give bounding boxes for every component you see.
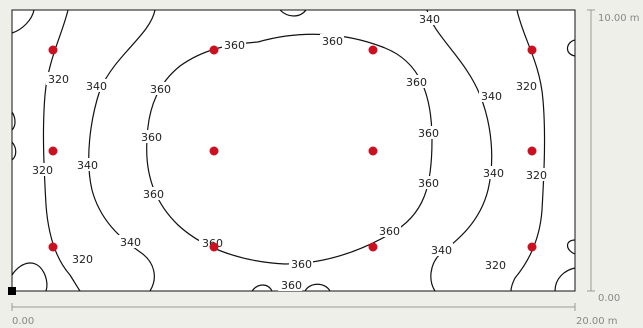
label-360: 360 [291,258,312,271]
room-outline [11,9,576,292]
luminaire[interactable] [527,242,537,252]
isoline-bottom-bump [251,284,273,292]
luminaire[interactable] [527,146,537,156]
label-340: 340 [483,167,504,180]
isoline-left-bump-2 [11,141,17,161]
isoline-bottom-right-corner [566,239,576,255]
isoline-340-left [88,9,156,292]
scale-y-top-label: 10.00 m [598,13,640,24]
isoline-top-left-corner [11,9,35,34]
luminaire[interactable] [368,45,378,55]
label-320: 320 [48,73,69,86]
label-340: 340 [419,13,440,26]
luminaires [48,45,537,252]
isoline-top-right-corner [566,39,576,57]
isoline-320-left [42,9,81,292]
horizontal-scale-bar [11,303,576,311]
label-360: 360 [281,279,302,292]
scale-y-bottom-label: 0.00 [598,293,620,304]
scale-x-left-label: 0.00 [12,316,34,327]
label-360: 360 [224,39,245,52]
isoline-340-right [426,9,493,292]
label-360: 360 [379,225,400,238]
isoline-bottom-left-corner [11,262,48,292]
label-360: 360 [143,188,164,201]
label-340: 340 [77,159,98,172]
luminaire[interactable] [209,146,219,156]
label-360: 360 [418,127,439,140]
label-360: 360 [150,83,171,96]
luminaire[interactable] [368,146,378,156]
label-320: 320 [32,164,53,177]
luminaire[interactable] [368,242,378,252]
label-360: 360 [406,76,427,89]
luminaire[interactable] [48,45,58,55]
luminaire[interactable] [48,146,58,156]
label-320: 320 [516,80,537,93]
isoline-labels: 360 360 360 360 360 360 360 360 360 360 … [30,12,548,292]
label-360: 360 [322,35,343,48]
luminaire[interactable] [209,45,219,55]
scale-x-right-label: 20.00 m [576,316,618,327]
isoline-bottom-right-edge [554,267,576,292]
label-340: 340 [481,90,502,103]
isoline-top-bump [279,9,307,17]
luminaire[interactable] [209,242,219,252]
luminaire[interactable] [527,45,537,55]
luminaire[interactable] [48,242,58,252]
origin-marker [8,287,16,295]
label-320: 320 [526,169,547,182]
vertical-scale-bar [587,9,595,292]
label-320: 320 [485,259,506,272]
label-320: 320 [72,253,93,266]
label-360: 360 [418,177,439,190]
isoline-left-bump-1 [11,111,16,131]
label-340: 340 [120,236,141,249]
isoline-bottom-bump-2 [304,283,331,292]
isoline-320-right [510,9,546,292]
label-340: 340 [86,80,107,93]
label-340: 340 [431,244,452,257]
label-360: 360 [141,131,162,144]
